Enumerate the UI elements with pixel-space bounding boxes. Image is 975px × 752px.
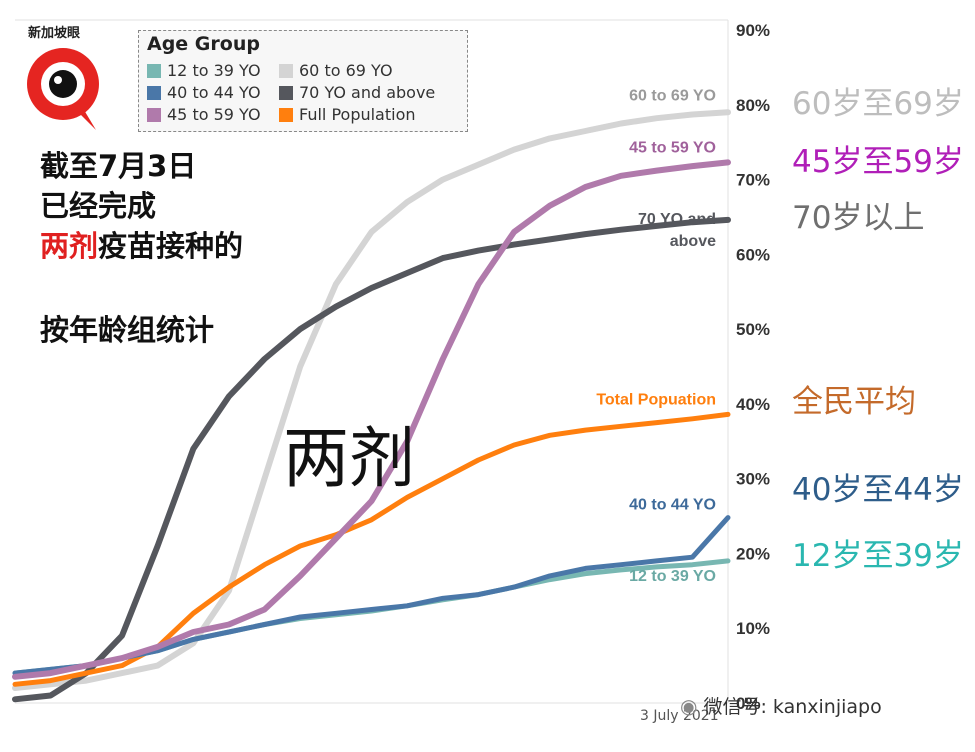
two-doses-label: 两剂 (283, 420, 415, 497)
y-tick-label: 70% (736, 171, 770, 190)
legend-item: Full Population (279, 105, 416, 124)
series-line (12, 411, 731, 687)
wechat-icon: ◉ (680, 693, 698, 718)
legend-swatch (147, 107, 161, 122)
annotation-line-2: 已经完成 (40, 189, 157, 223)
series-end-label: 70 YO and (638, 211, 716, 228)
cn-label-70-above: 70岁以上 (792, 200, 925, 236)
series-end-label: 12 to 39 YO (629, 568, 716, 585)
legend-swatch (279, 107, 293, 122)
gridlines (15, 19, 729, 704)
legend-item: 12 to 39 YO (147, 61, 261, 80)
legend-label: Full Population (299, 105, 416, 124)
logo-text: 新加坡眼 (28, 26, 81, 41)
cn-label-40-44: 40岁至44岁 (792, 472, 964, 508)
legend-swatch (279, 85, 293, 100)
legend-item: 60 to 69 YO (279, 61, 393, 80)
cn-label-full-population: 全民平均 (792, 384, 916, 420)
annotation-line-4: 按年龄组统计 (40, 313, 215, 347)
legend-swatch (147, 85, 161, 100)
legend-label: 45 to 59 YO (167, 105, 261, 124)
annotation-highlight: 两剂 (40, 229, 99, 263)
legend-title: Age Group (147, 33, 260, 55)
legend-item: 70 YO and above (279, 83, 435, 102)
y-tick-label: 60% (736, 245, 770, 264)
legend-label: 60 to 69 YO (299, 61, 393, 80)
legend-swatch (279, 63, 293, 78)
legend-item: 40 to 44 YO (147, 83, 261, 102)
legend: Age Group 12 to 39 YO 60 to 69 YO 40 to 44… (138, 30, 468, 132)
x-axis-end-date: 3 July 2021 (640, 708, 719, 724)
legend-label: 40 to 44 YO (167, 83, 261, 102)
series-line (12, 216, 731, 703)
xinjiapo-logo (27, 48, 99, 130)
cn-label-45-59: 45岁至59岁 (792, 144, 964, 180)
y-tick-label: 0% (736, 694, 761, 713)
series-end-label: Total Popuation (596, 391, 716, 408)
series-line (12, 109, 731, 691)
y-tick-label: 10% (736, 619, 770, 638)
y-tick-label: 30% (736, 470, 770, 489)
y-tick-label: 40% (736, 395, 770, 414)
series-lines (12, 109, 731, 703)
legend-item: 45 to 59 YO (147, 105, 261, 124)
legend-label: 70 YO and above (299, 83, 436, 102)
annotation-line-3: 两剂疫苗接种的 (40, 226, 243, 266)
cn-label-60-69: 60岁至69岁 (792, 86, 964, 122)
y-tick-label: 50% (736, 320, 770, 339)
series-end-label: 45 to 59 YO (629, 139, 716, 156)
y-tick-label: 80% (736, 96, 770, 115)
annotation-line-1: 截至7月3日 (40, 149, 197, 183)
y-axis-ticks: 0% 10% 20% 30% 40% 50% 60% 70% 80% 90% (736, 21, 770, 713)
series-line (12, 159, 731, 680)
series-line (12, 515, 731, 676)
series-end-label: 60 to 69 YO (629, 87, 716, 104)
legend-swatch (147, 63, 161, 78)
cn-label-12-39: 12岁至39岁 (792, 538, 964, 574)
series-end-label: above (670, 233, 716, 250)
series-end-labels: 60 to 69 YO 70 YO and above 45 to 59 YO Tota… (596, 87, 716, 585)
watermark-text: 微信号: kanxinjiapo (703, 696, 882, 718)
wechat-watermark: ◉ 微信号: kanxinjiapo (680, 692, 882, 719)
y-tick-label: 90% (736, 21, 770, 40)
y-tick-label: 20% (736, 544, 770, 563)
annotation-line-3-rest: 疫苗接种的 (98, 229, 244, 263)
series-end-label: 40 to 44 YO (629, 497, 716, 514)
legend-label: 12 to 39 YO (167, 61, 261, 80)
